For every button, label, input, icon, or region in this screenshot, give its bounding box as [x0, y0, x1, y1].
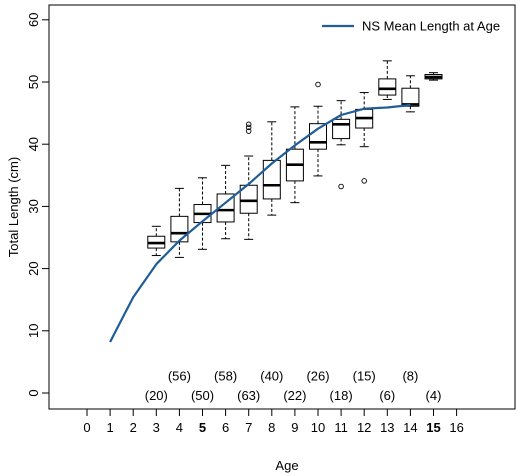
sample-size-label: (50): [191, 388, 214, 403]
x-tick-label: 1: [106, 420, 113, 435]
sample-size-label: (20): [145, 388, 168, 403]
x-tick-label: 15: [426, 420, 440, 435]
plot-frame: [48, 4, 516, 410]
y-tick-label: 30: [26, 199, 41, 213]
iqr-box: [262, 159, 281, 200]
sample-size-label: (18): [330, 388, 353, 403]
y-tick-label: 60: [26, 13, 41, 27]
sample-size-label: (58): [214, 369, 237, 384]
boxplot-age-12: [355, 92, 374, 184]
outlier-point: [245, 128, 252, 134]
boxplot-age-11: [332, 100, 351, 190]
outlier-point: [245, 124, 252, 131]
boxplot-age-15: [424, 72, 443, 81]
x-tick-label: 4: [176, 420, 183, 435]
x-tick-label: 11: [334, 420, 348, 435]
boxplot-age-4: [170, 187, 189, 258]
x-tick-label: 9: [291, 420, 298, 435]
sample-size-label: (22): [283, 388, 306, 403]
outlier-point: [245, 121, 252, 128]
sample-size-labels: (20)(56)(50)(58)(63)(40)(22)(26)(18)(15)…: [145, 369, 442, 403]
x-axis-title: Age: [275, 458, 298, 473]
x-tick-label: 0: [83, 420, 90, 435]
x-tick-label: 6: [222, 420, 229, 435]
x-tick-label: 12: [357, 420, 371, 435]
boxplot-age-7: [239, 121, 258, 240]
x-tick-label: 14: [403, 420, 417, 435]
x-tick-label: 3: [153, 420, 160, 435]
x-tick-label: 7: [245, 420, 252, 435]
boxplot-age-9: [285, 106, 304, 204]
boxplot-age-13: [378, 60, 397, 100]
y-tick-label: 50: [26, 75, 41, 89]
legend: NS Mean Length at Age: [322, 19, 500, 34]
outlier-point: [338, 183, 344, 190]
x-tick-label: 16: [449, 420, 463, 435]
mean-length-line: [109, 103, 411, 343]
sample-size-label: (63): [237, 388, 260, 403]
legend-label: NS Mean Length at Age: [362, 19, 500, 34]
iqr-box: [332, 118, 351, 140]
boxplot-age-8: [262, 121, 281, 216]
sample-size-label: (15): [353, 369, 376, 384]
outlier-point: [315, 81, 321, 88]
y-tick-label: 20: [26, 261, 41, 275]
x-tick-label: 5: [199, 420, 206, 435]
boxplot-age-6: [216, 164, 235, 240]
y-tick-label: 10: [26, 324, 41, 338]
x-tick-label: 13: [380, 420, 394, 435]
boxplots: [147, 60, 443, 258]
sample-size-label: (6): [379, 388, 395, 403]
y-tick-label: 0: [26, 389, 41, 396]
sample-size-label: (4): [426, 388, 442, 403]
iqr-box: [378, 78, 397, 96]
mean-length-line-group: [109, 103, 411, 343]
sample-size-label: (56): [168, 369, 191, 384]
boxplot-age-14: [401, 75, 420, 113]
iqr-box: [401, 87, 420, 107]
x-tick-label: 8: [268, 420, 275, 435]
x-tick-label: 2: [130, 420, 137, 435]
x-tick-label: 10: [311, 420, 325, 435]
boxplot-age-5: [193, 177, 212, 250]
iqr-box: [216, 193, 235, 223]
sample-size-label: (8): [402, 369, 418, 384]
outlier-point: [361, 178, 367, 184]
sample-size-label: (26): [306, 369, 329, 384]
y-tick-label: 40: [26, 137, 41, 151]
y-axis-title: Total Length (cm): [6, 157, 21, 257]
x-axis: 0 1 2 3 4 5 6 7 8 9 10 11 12 13 14 15 16: [83, 409, 464, 435]
y-axis: 0 10 20 30 40 50 60: [26, 13, 49, 397]
boxplot-age-10: [309, 81, 327, 177]
boxplot-age-3: [147, 225, 166, 257]
sample-size-label: (40): [260, 369, 283, 384]
iqr-box: [170, 215, 189, 243]
